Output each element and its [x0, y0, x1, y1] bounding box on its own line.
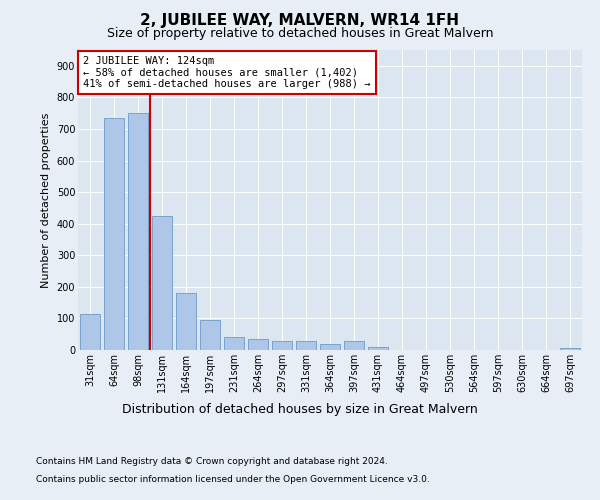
Text: 2 JUBILEE WAY: 124sqm
← 58% of detached houses are smaller (1,402)
41% of semi-d: 2 JUBILEE WAY: 124sqm ← 58% of detached … — [83, 56, 371, 89]
Bar — [152, 216, 172, 350]
Bar — [296, 341, 316, 350]
Text: Contains HM Land Registry data © Crown copyright and database right 2024.: Contains HM Land Registry data © Crown c… — [36, 458, 388, 466]
Bar — [176, 293, 196, 350]
Bar — [248, 339, 268, 350]
Y-axis label: Number of detached properties: Number of detached properties — [41, 112, 51, 288]
Bar — [560, 348, 580, 350]
Text: 2, JUBILEE WAY, MALVERN, WR14 1FH: 2, JUBILEE WAY, MALVERN, WR14 1FH — [140, 12, 460, 28]
Bar — [224, 338, 244, 350]
Text: Distribution of detached houses by size in Great Malvern: Distribution of detached houses by size … — [122, 402, 478, 415]
Text: Contains public sector information licensed under the Open Government Licence v3: Contains public sector information licen… — [36, 475, 430, 484]
Bar — [104, 118, 124, 350]
Bar — [272, 341, 292, 350]
Bar — [344, 341, 364, 350]
Text: Size of property relative to detached houses in Great Malvern: Size of property relative to detached ho… — [107, 28, 493, 40]
Bar — [128, 113, 148, 350]
Bar — [80, 314, 100, 350]
Bar — [320, 344, 340, 350]
Bar — [368, 348, 388, 350]
Bar — [200, 320, 220, 350]
